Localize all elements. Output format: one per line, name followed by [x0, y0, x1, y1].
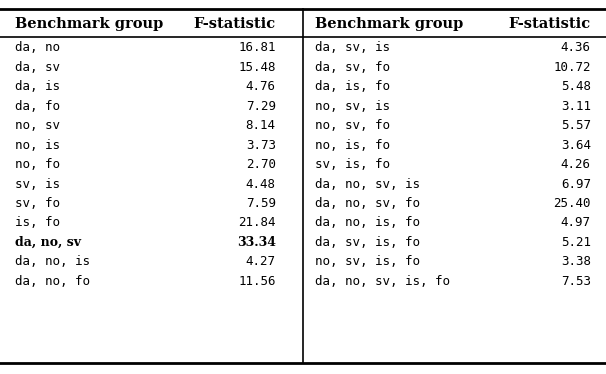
Text: 4.27: 4.27 [245, 255, 276, 268]
Text: da, no, is, fo: da, no, is, fo [315, 217, 420, 229]
Text: 4.97: 4.97 [561, 217, 591, 229]
Text: 2.70: 2.70 [245, 158, 276, 171]
Text: da, no, sv, is, fo: da, no, sv, is, fo [315, 275, 450, 288]
Text: 6.97: 6.97 [561, 178, 591, 190]
Text: 5.57: 5.57 [561, 119, 591, 132]
Text: F-statistic: F-statistic [193, 17, 276, 31]
Text: da, sv, is: da, sv, is [315, 42, 390, 54]
Text: da, no: da, no [15, 42, 60, 54]
Text: 3.73: 3.73 [245, 139, 276, 151]
Text: da, no, is: da, no, is [15, 255, 90, 268]
Text: 7.29: 7.29 [245, 100, 276, 113]
Text: da, no, fo: da, no, fo [15, 275, 90, 288]
Text: da, no, sv, fo: da, no, sv, fo [315, 197, 420, 210]
Text: 7.53: 7.53 [561, 275, 591, 288]
Text: da, fo: da, fo [15, 100, 60, 113]
Text: F-statistic: F-statistic [508, 17, 591, 31]
Text: da, is, fo: da, is, fo [315, 80, 390, 93]
Text: da, is: da, is [15, 80, 60, 93]
Text: da, no, sv, is: da, no, sv, is [315, 178, 420, 190]
Text: da, sv, fo: da, sv, fo [315, 61, 390, 74]
Text: 5.48: 5.48 [561, 80, 591, 93]
Text: no, is: no, is [15, 139, 60, 151]
Text: 3.64: 3.64 [561, 139, 591, 151]
Text: sv, is, fo: sv, is, fo [315, 158, 390, 171]
Text: 33.34: 33.34 [237, 236, 276, 249]
Text: 25.40: 25.40 [553, 197, 591, 210]
Text: no, sv: no, sv [15, 119, 60, 132]
Text: sv, is: sv, is [15, 178, 60, 190]
Text: da, no, sv: da, no, sv [15, 236, 81, 249]
Text: 10.72: 10.72 [553, 61, 591, 74]
Text: no, is, fo: no, is, fo [315, 139, 390, 151]
Text: 4.36: 4.36 [561, 42, 591, 54]
Text: da, sv: da, sv [15, 61, 60, 74]
Text: no, fo: no, fo [15, 158, 60, 171]
Text: 4.48: 4.48 [245, 178, 276, 190]
Text: 11.56: 11.56 [238, 275, 276, 288]
Text: 16.81: 16.81 [238, 42, 276, 54]
Text: 4.76: 4.76 [245, 80, 276, 93]
Text: Benchmark group: Benchmark group [15, 17, 164, 31]
Text: da, sv, is, fo: da, sv, is, fo [315, 236, 420, 249]
Text: is, fo: is, fo [15, 217, 60, 229]
Text: 3.38: 3.38 [561, 255, 591, 268]
Text: no, sv, fo: no, sv, fo [315, 119, 390, 132]
Text: 15.48: 15.48 [238, 61, 276, 74]
Text: 3.11: 3.11 [561, 100, 591, 113]
Text: sv, fo: sv, fo [15, 197, 60, 210]
Text: 21.84: 21.84 [238, 217, 276, 229]
Text: no, sv, is: no, sv, is [315, 100, 390, 113]
Text: no, sv, is, fo: no, sv, is, fo [315, 255, 420, 268]
Text: 7.59: 7.59 [245, 197, 276, 210]
Text: 8.14: 8.14 [245, 119, 276, 132]
Text: 4.26: 4.26 [561, 158, 591, 171]
Text: 5.21: 5.21 [561, 236, 591, 249]
Text: Benchmark group: Benchmark group [315, 17, 464, 31]
